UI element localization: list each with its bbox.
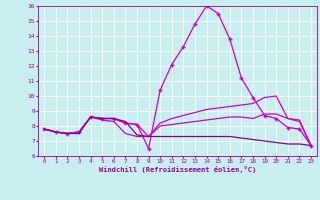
- X-axis label: Windchill (Refroidissement éolien,°C): Windchill (Refroidissement éolien,°C): [99, 166, 256, 173]
